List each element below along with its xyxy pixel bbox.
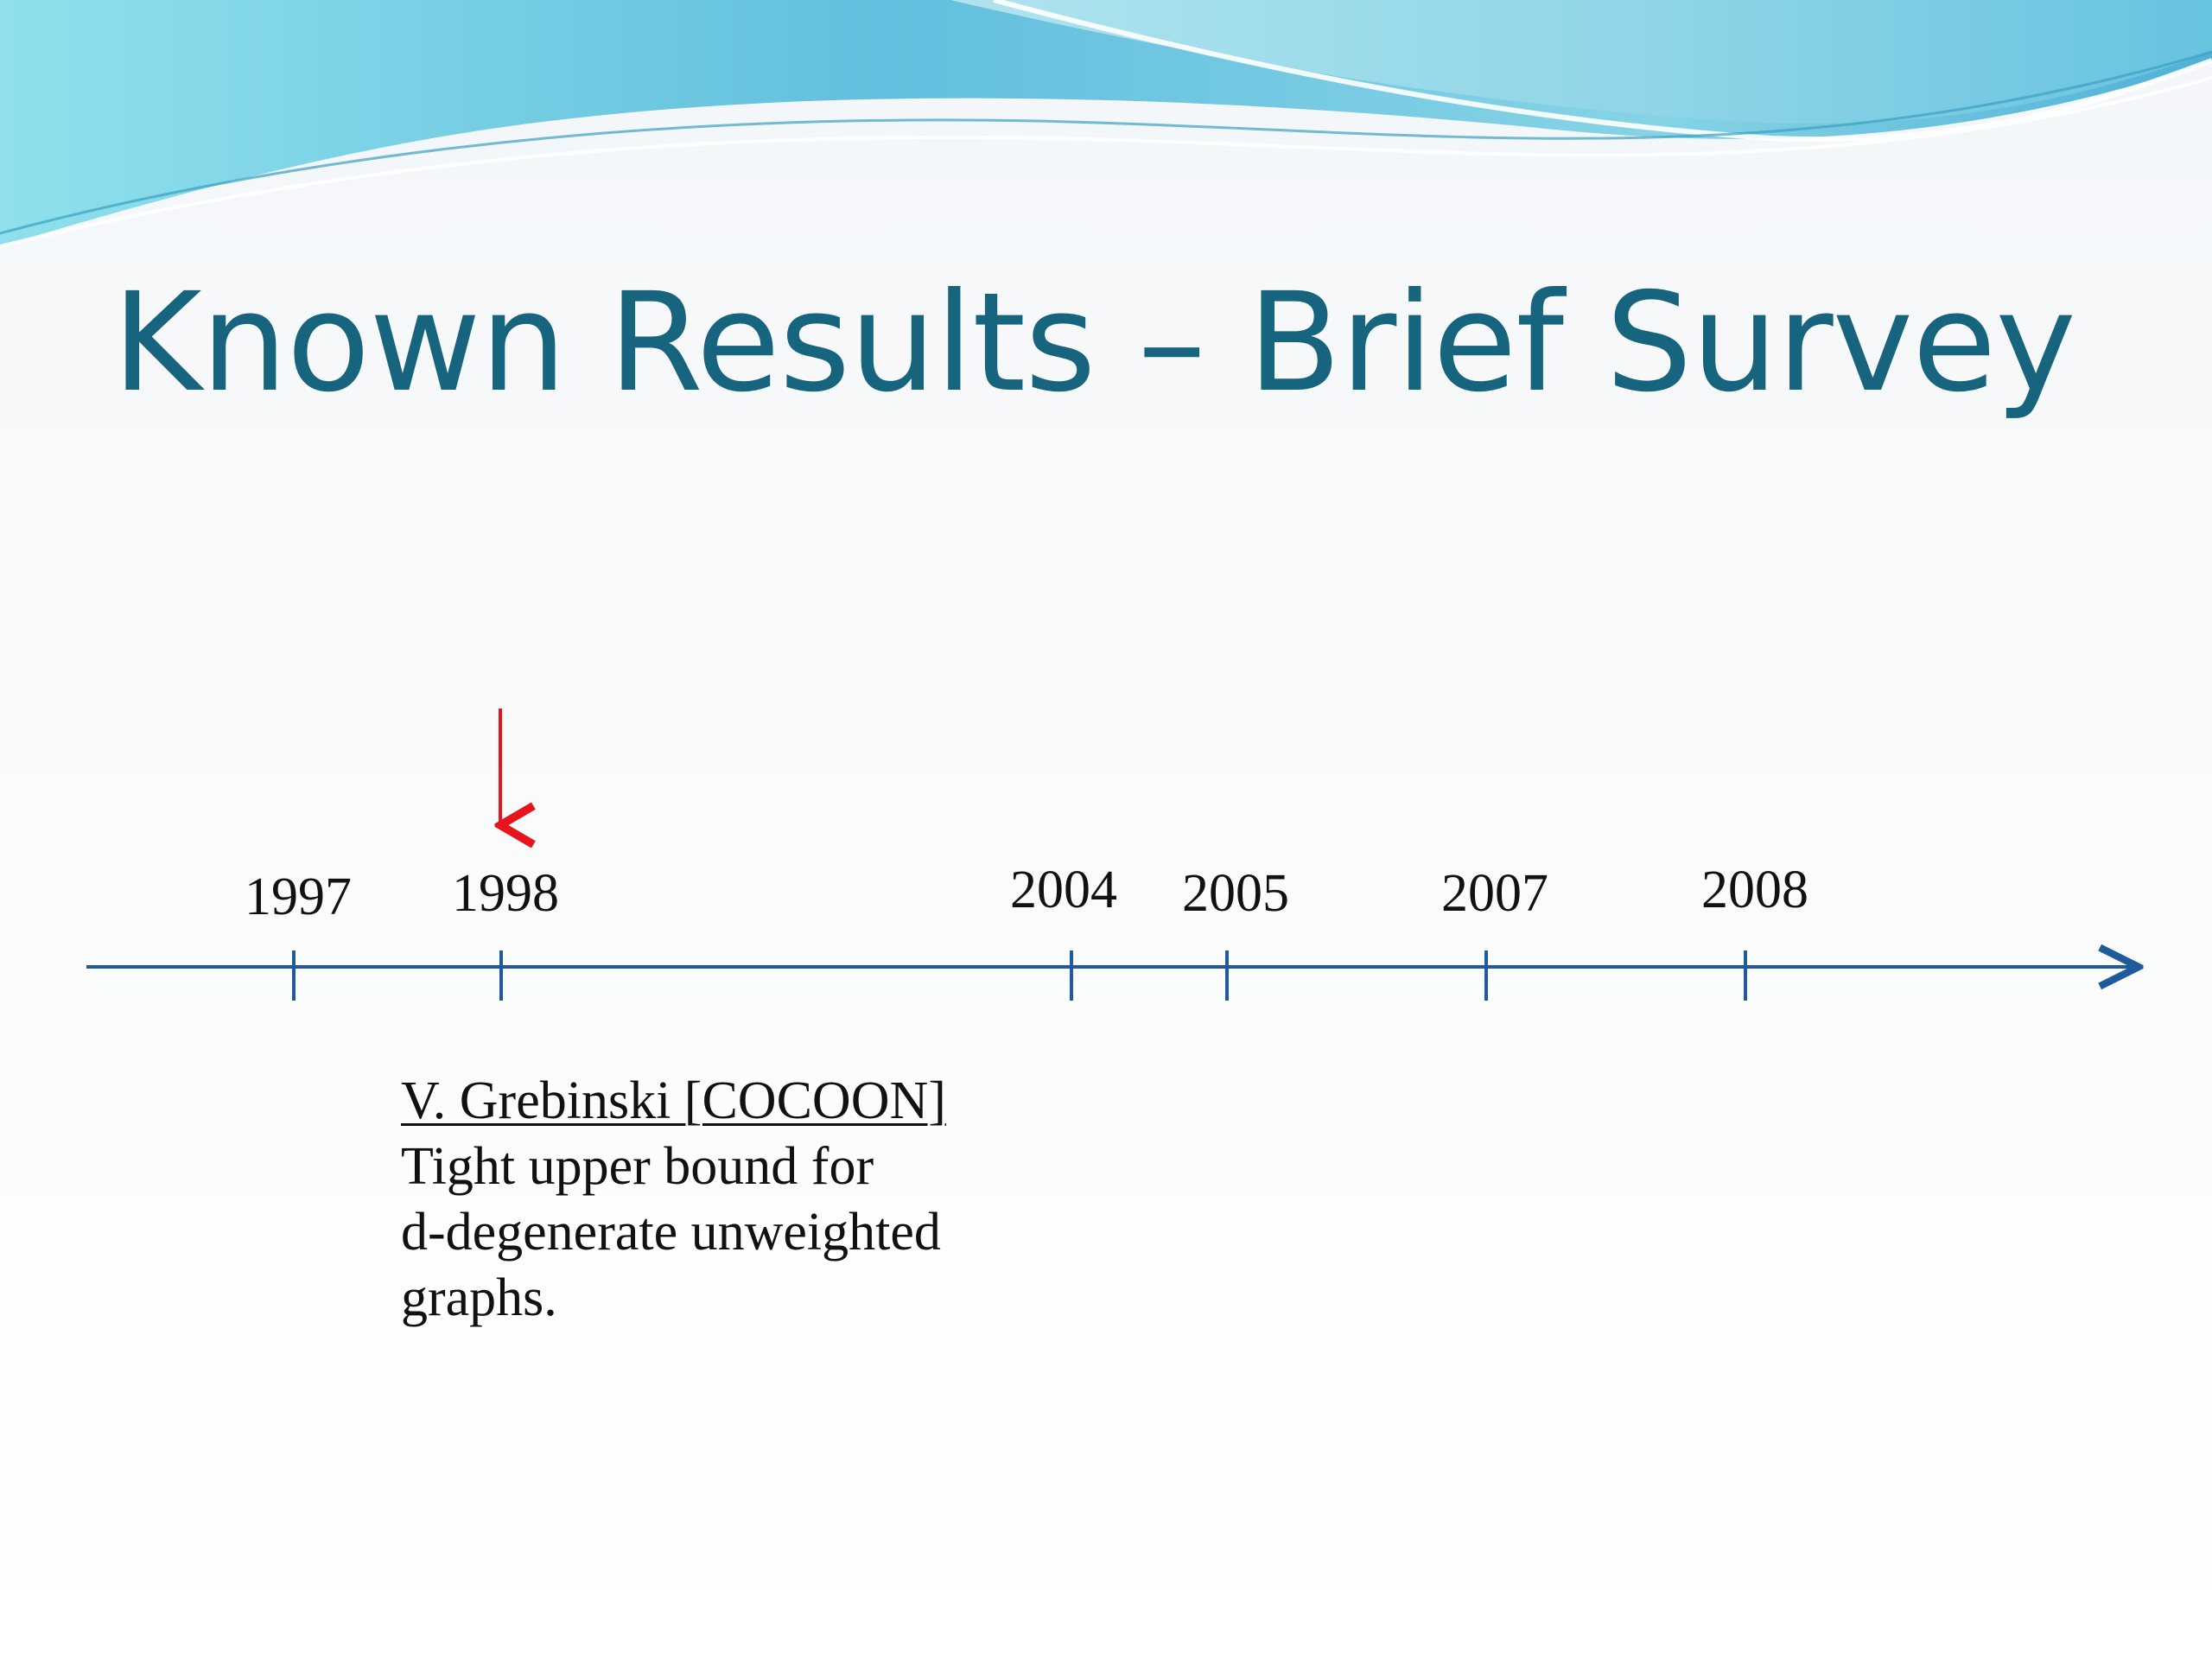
annotation-line-2: d-degenerate unweighted	[401, 1203, 941, 1262]
year-label-2004: 2004	[1010, 861, 1117, 919]
slide-title: Known Results – Brief Survey	[112, 264, 2076, 423]
annotation-line-3: graphs.	[401, 1268, 557, 1327]
year-label-2008: 2008	[1701, 861, 1808, 919]
annotation-1998: V. Grebinski [COCOON] Tight upper bound …	[401, 1068, 1179, 1331]
annotation-line-1: Tight upper bound for	[401, 1137, 874, 1196]
year-label-1998: 1998	[452, 864, 559, 923]
year-label-1997: 1997	[245, 868, 352, 926]
year-label-2007: 2007	[1441, 864, 1548, 923]
year-label-2005: 2005	[1182, 864, 1289, 923]
header-wave-decoration	[0, 0, 2212, 248]
annotation-heading: V. Grebinski [COCOON]	[401, 1071, 946, 1130]
